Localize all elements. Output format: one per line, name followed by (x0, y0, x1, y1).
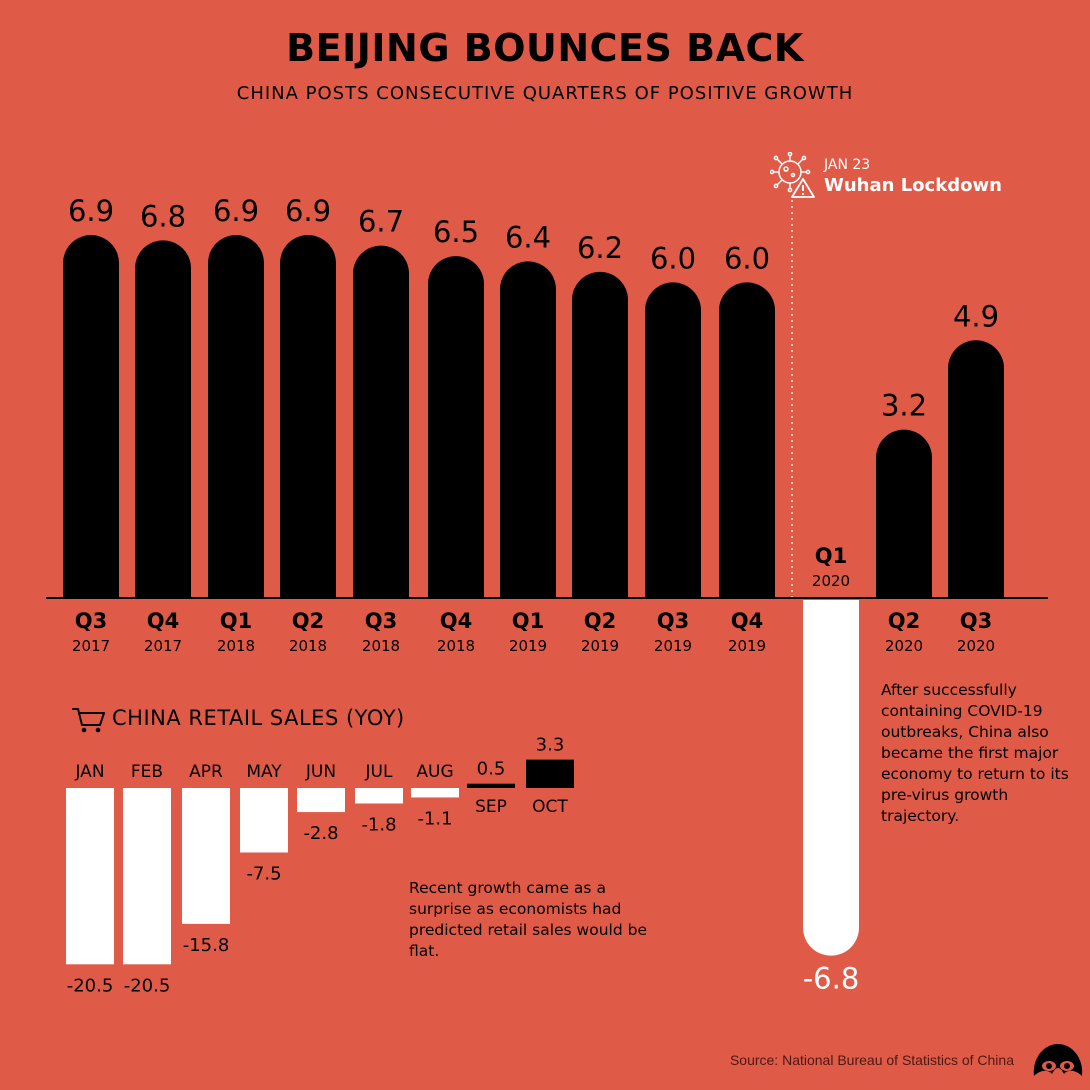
gdp-bar (353, 245, 409, 598)
retail-month-label: SEP (475, 797, 507, 817)
gdp-bar (63, 235, 119, 599)
retail-chart-title: CHINA RETAIL SALES (YOY) (112, 706, 405, 730)
retail-value-label: -1.1 (417, 808, 452, 829)
publisher-logo (1033, 1044, 1083, 1076)
gdp-value-label: 6.9 (285, 194, 331, 228)
retail-value-label: -20.5 (67, 975, 114, 996)
gdp-bar (208, 235, 264, 599)
gdp-quarter-label: Q4 (440, 609, 472, 633)
retail-month-label: MAY (246, 762, 282, 782)
gdp-quarter-label: Q1 (512, 609, 544, 633)
gdp-year-label: 2019 (728, 637, 766, 655)
gdp-year-label: 2017 (72, 637, 110, 655)
gdp-bar (948, 340, 1004, 598)
gdp-year-label: 2019 (509, 637, 547, 655)
gdp-quarter-label: Q2 (292, 609, 324, 633)
retail-note: Recent growth came as a surprise as econ… (409, 879, 647, 960)
retail-month-label: JAN (74, 762, 104, 782)
retail-bar (411, 788, 459, 798)
gdp-quarter-label: Q2 (888, 609, 920, 633)
retail-month-label: JUL (365, 762, 393, 782)
virus-warning-icon (770, 152, 815, 198)
gdp-quarter-label: Q3 (960, 609, 992, 633)
gdp-value-label: 6.9 (68, 194, 114, 228)
gdp-quarter-label: Q1 (815, 544, 847, 568)
retail-value-label: -1.8 (361, 814, 396, 835)
retail-month-label: APR (189, 762, 223, 782)
gdp-quarter-label: Q4 (731, 609, 763, 633)
gdp-value-label: 6.0 (650, 241, 696, 275)
gdp-bar (572, 271, 628, 598)
gdp-year-label: 2020 (812, 572, 850, 590)
gdp-bars: 6.9 Q3 2017 6.8 Q4 2017 6.9 Q1 2018 6.9 Q2 2018 6.7 Q… (63, 194, 1004, 996)
gdp-quarter-label: Q3 (75, 609, 107, 633)
gdp-bar (645, 282, 701, 598)
gdp-value-label: 6.7 (358, 205, 404, 239)
retail-value-label: 3.3 (536, 735, 565, 756)
gdp-value-label: 3.2 (881, 389, 927, 423)
gdp-value-label: 6.0 (724, 241, 770, 275)
shopping-cart-icon (72, 708, 105, 733)
gdp-year-label: 2017 (144, 637, 182, 655)
retail-bar (467, 783, 515, 788)
retail-value-label: 0.5 (477, 759, 506, 780)
lockdown-label: Wuhan Lockdown (824, 175, 1002, 196)
retail-value-label: -7.5 (246, 864, 281, 885)
retail-bar (182, 788, 230, 924)
title: BEIJING BOUNCES BACK (286, 26, 804, 70)
gdp-quarter-label: Q2 (584, 609, 616, 633)
gdp-bar (428, 256, 485, 598)
gdp-quarter-label: Q3 (657, 609, 689, 633)
lockdown-date: JAN 23 (824, 157, 871, 173)
retail-bar (240, 788, 288, 853)
gdp-quarter-label: Q1 (220, 609, 252, 633)
gdp-value-label: -6.8 (803, 962, 860, 996)
gdp-value-label: 6.8 (140, 199, 186, 233)
retail-month-label: FEB (131, 762, 163, 782)
retail-month-label: OCT (532, 797, 568, 817)
gdp-value-label: 6.9 (213, 194, 259, 228)
retail-value-label: -20.5 (124, 975, 171, 996)
gdp-year-label: 2018 (217, 637, 255, 655)
retail-bars: -20.5 JAN -20.5 FEB -15.8 APR -7.5 MAY -2.8 JUN -1… (66, 735, 574, 996)
gdp-year-label: 2019 (654, 637, 692, 655)
gdp-year-label: 2020 (885, 637, 923, 655)
gdp-value-label: 4.9 (953, 299, 999, 333)
source-text: Source: National Bureau of Statistics of… (729, 1052, 1014, 1068)
retail-bar (526, 759, 574, 788)
main-note: After successfully containing COVID-19 o… (881, 681, 1069, 825)
gdp-bar (500, 261, 556, 598)
subtitle: CHINA POSTS CONSECUTIVE QUARTERS OF POSI… (236, 83, 854, 104)
retail-month-label: JUN (305, 762, 336, 782)
gdp-quarter-label: Q3 (365, 609, 397, 633)
retail-bar (123, 788, 171, 965)
gdp-quarter-label: Q4 (147, 609, 179, 633)
gdp-value-label: 6.5 (433, 215, 479, 249)
gdp-year-label: 2020 (957, 637, 995, 655)
gdp-year-label: 2018 (289, 637, 327, 655)
gdp-bar (280, 235, 336, 599)
gdp-bar (876, 429, 932, 598)
retail-month-label: AUG (416, 762, 453, 782)
gdp-value-label: 6.2 (577, 231, 623, 265)
gdp-value-label: 6.4 (505, 220, 551, 254)
retail-bar (297, 788, 345, 813)
gdp-bar (135, 240, 191, 599)
gdp-year-label: 2018 (437, 637, 475, 655)
gdp-year-label: 2019 (581, 637, 619, 655)
gdp-year-label: 2018 (362, 637, 400, 655)
retail-value-label: -15.8 (183, 935, 230, 956)
retail-bar (355, 788, 403, 804)
gdp-bar (803, 600, 859, 956)
retail-bar (66, 788, 114, 965)
retail-value-label: -2.8 (303, 823, 338, 844)
gdp-bar (719, 282, 775, 598)
